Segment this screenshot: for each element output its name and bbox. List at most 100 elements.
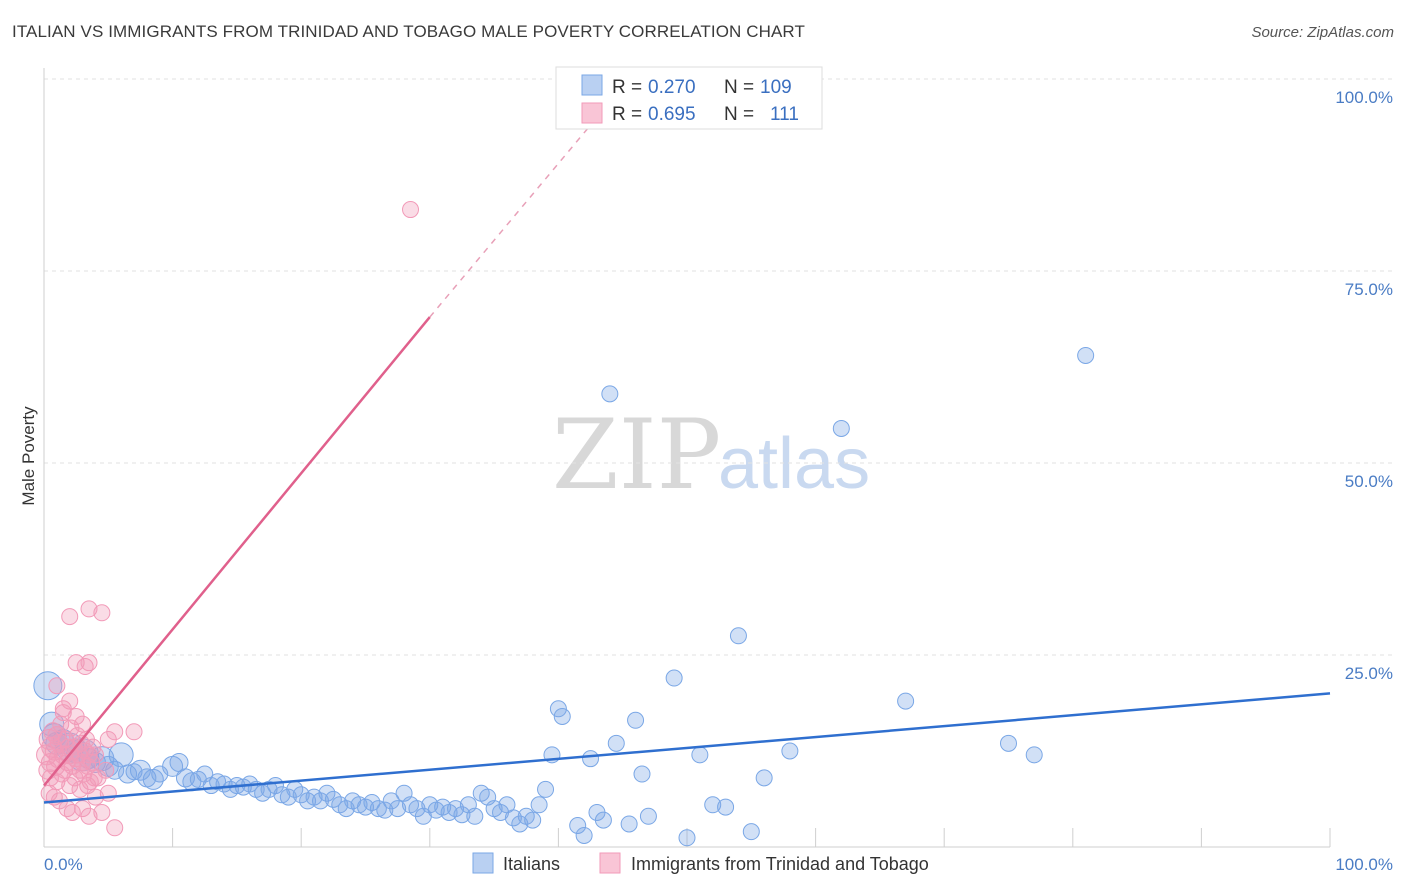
trinidad-points <box>36 201 420 837</box>
trinidad-point-59 <box>99 784 117 802</box>
italians-point-53 <box>376 801 394 819</box>
legend-swatch-italians <box>581 74 603 96</box>
italians-point-37 <box>273 786 291 804</box>
italians-point-97 <box>717 798 735 816</box>
italians-point-14 <box>118 764 138 784</box>
trinidad-point-48 <box>67 654 85 672</box>
italians-point-92 <box>639 807 657 825</box>
y-tick-label-3: 100.0% <box>1335 88 1393 107</box>
source-label: Source: ZipAtlas.com <box>1251 24 1394 41</box>
watermark-atlas: atlas <box>718 424 870 504</box>
legend-n-value-trinidad: 111 <box>770 104 799 125</box>
legend-r-value-italians: 0.270 <box>648 77 696 98</box>
italians-point-27 <box>209 773 227 791</box>
italians-point-89 <box>620 815 638 833</box>
trinidad-trend-line <box>43 316 431 787</box>
bottom-legend-label-italians: Italians <box>503 854 560 874</box>
italians-point-55 <box>389 800 407 818</box>
italians-point-101 <box>781 742 799 760</box>
trinidad-point-51 <box>61 692 79 710</box>
italians-point-12 <box>105 760 125 780</box>
bottom-legend-swatch-trinidad <box>599 852 621 874</box>
italians-point-51 <box>363 793 381 811</box>
italians-point-67 <box>466 807 484 825</box>
y-tick-label-1: 50.0% <box>1345 472 1393 491</box>
legend-swatch-trinidad <box>581 102 603 124</box>
italians-point-73 <box>504 809 522 827</box>
trinidad-point-43 <box>48 677 66 695</box>
legend-r-value-trinidad: 0.695 <box>648 104 696 125</box>
italians-point-84 <box>582 750 600 768</box>
trinidad-point-67 <box>97 761 115 779</box>
italians-point-77 <box>530 796 548 814</box>
italians-point-65 <box>453 806 471 824</box>
italians-point-93 <box>665 669 683 687</box>
trinidad-point-56 <box>80 807 98 825</box>
italians-point-44 <box>318 784 336 802</box>
trinidad-point-54 <box>63 803 81 821</box>
italians-point-78 <box>537 780 555 798</box>
grid-lines <box>44 78 1392 656</box>
italians-point-104 <box>1000 734 1017 752</box>
legend-r-label-italians: R = <box>612 77 642 98</box>
italians-point-83 <box>575 826 593 844</box>
legend-n-value-italians: 109 <box>760 77 792 98</box>
trinidad-point-42 <box>86 746 104 764</box>
y-axis-label: Male Poverty <box>19 406 38 506</box>
trinidad-point-45 <box>61 608 79 626</box>
bottom-legend-swatch-italians <box>472 852 494 874</box>
italians-point-40 <box>292 786 310 804</box>
italians-point-80 <box>549 700 567 718</box>
watermark-zip: ZIP <box>552 399 721 511</box>
italians-point-100 <box>755 769 773 787</box>
italians-point-95 <box>691 746 709 764</box>
italians-point-76 <box>524 811 542 829</box>
trinidad-point-72 <box>402 201 420 219</box>
y-tick-label-2: 75.0% <box>1345 280 1393 299</box>
axes <box>43 68 1331 848</box>
italians-point-87 <box>601 385 619 403</box>
trinidad-point-60 <box>106 819 124 837</box>
trinidad-point-50 <box>76 658 94 676</box>
x-tick-label-1: 100.0% <box>1335 855 1393 874</box>
italians-point-86 <box>594 811 612 829</box>
italians-point-90 <box>627 711 645 729</box>
trinidad-point-65 <box>106 723 124 741</box>
italians-point-81 <box>553 707 571 725</box>
italians-point-106 <box>1077 346 1095 364</box>
bottom-legend-label-trinidad: Immigrants from Trinidad and Tobago <box>631 854 929 874</box>
trinidad-trend-extension <box>429 116 598 318</box>
trinidad-point-69 <box>67 707 85 725</box>
italians-point-82 <box>569 816 587 834</box>
italians-point-103 <box>897 692 915 710</box>
chart-title: ITALIAN VS IMMIGRANTS FROM TRINIDAD AND … <box>12 22 805 41</box>
italians-point-99 <box>742 823 760 841</box>
italians-point-52 <box>369 800 387 818</box>
trend-lines <box>43 116 1331 804</box>
legend-n-label-italians: N = <box>724 77 754 98</box>
trinidad-point-47 <box>93 604 111 622</box>
italians-trend-line <box>43 692 1331 804</box>
italians-point-91 <box>633 765 651 783</box>
trinidad-point-66 <box>125 723 143 741</box>
italians-point-98 <box>729 627 747 645</box>
italians-point-102 <box>832 419 850 437</box>
italians-point-49 <box>350 796 368 814</box>
trinidad-point-58 <box>93 803 111 821</box>
italians-point-13 <box>108 742 134 768</box>
x-tick-label-0: 0.0% <box>44 855 83 874</box>
italians-point-96 <box>704 796 722 814</box>
italians-point-94 <box>678 829 696 847</box>
x-tick-labels: 0.0% 100.0% <box>44 855 1393 874</box>
trinidad-point-9 <box>47 726 67 746</box>
stats-legend: R = 0.270 N = 109 R = 0.695 N = 111 <box>555 66 823 130</box>
trinidad-point-61 <box>71 780 89 798</box>
italians-point-105 <box>1025 746 1043 764</box>
italians-point-88 <box>607 734 625 752</box>
series-legend: Italians Immigrants from Trinidad and To… <box>472 852 929 874</box>
watermark: ZIP atlas <box>552 399 870 511</box>
legend-r-label-trinidad: R = <box>612 104 642 125</box>
trinidad-point-46 <box>80 600 98 618</box>
italians-points <box>33 346 1095 847</box>
